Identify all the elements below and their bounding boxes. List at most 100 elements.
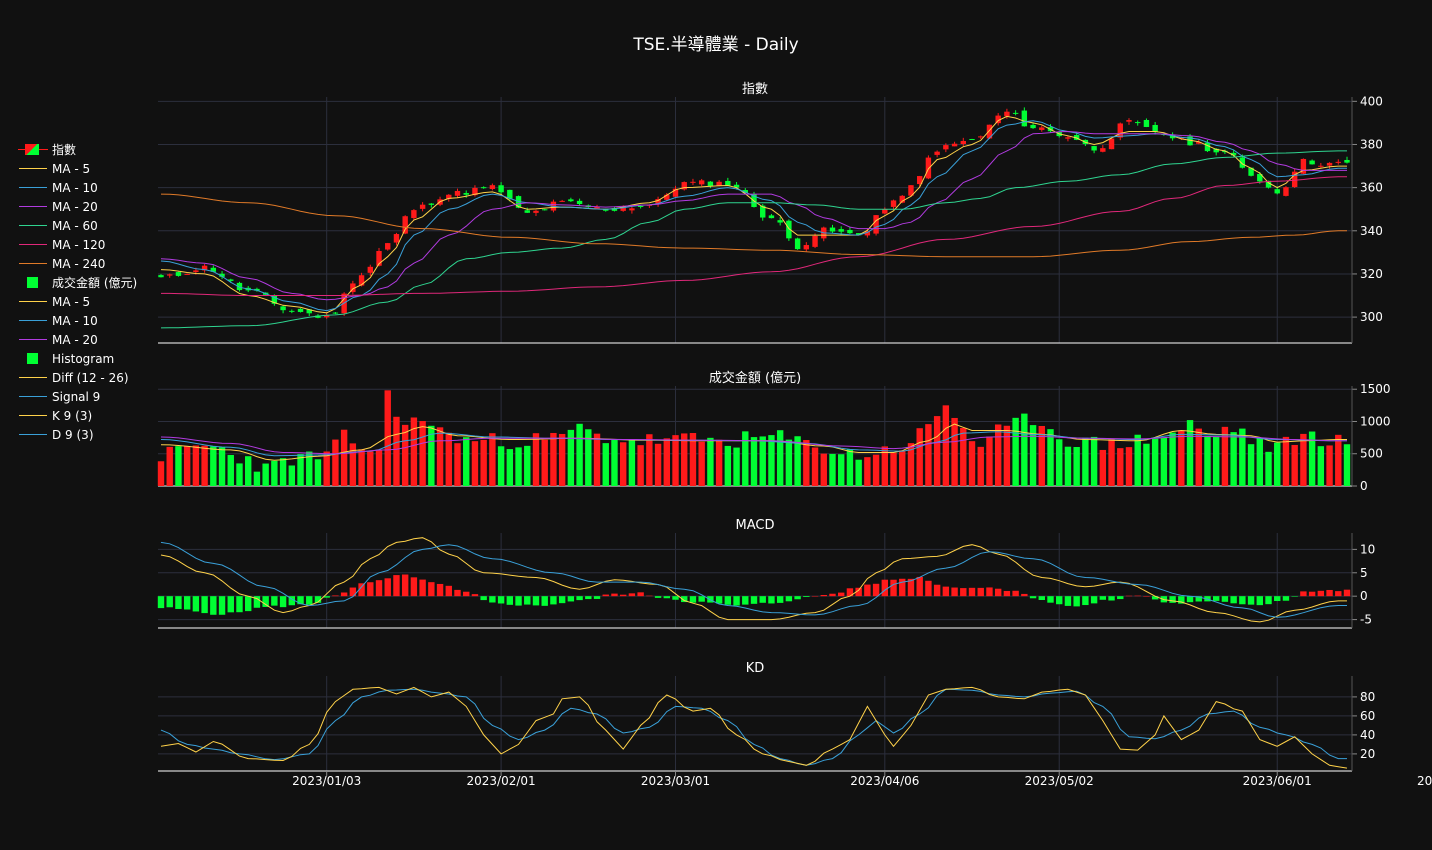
- candle: [175, 272, 182, 276]
- legend-item[interactable]: MA - 20: [18, 197, 153, 216]
- volume-bar: [733, 447, 740, 486]
- macd-histogram-bar: [497, 596, 505, 604]
- legend-item[interactable]: MA - 240: [18, 254, 153, 273]
- x-tick-label: 2023/03/01: [641, 774, 710, 788]
- legend-line-icon: [18, 163, 48, 175]
- macd-histogram-bar: [1308, 591, 1316, 597]
- candle: [943, 145, 949, 150]
- candle: [1143, 120, 1150, 127]
- subplot-title: 指數: [742, 82, 768, 97]
- legend-item[interactable]: MA - 10: [18, 178, 153, 197]
- volume-bar: [968, 441, 976, 486]
- volume-bar: [1343, 444, 1351, 486]
- candle: [882, 209, 888, 214]
- x-tick-label: 2023/01/03: [292, 774, 361, 788]
- macd-histogram-bar: [619, 594, 627, 597]
- macd-histogram-bar: [1291, 596, 1298, 597]
- macd-histogram-bar: [977, 587, 984, 597]
- macd-histogram-bar: [1134, 595, 1141, 597]
- legend-item[interactable]: MA - 5: [18, 292, 153, 311]
- candle: [873, 215, 879, 234]
- macd-histogram-bar: [1186, 596, 1194, 603]
- macd-histogram-bar: [1178, 596, 1185, 604]
- legend-label: MA - 10: [52, 180, 98, 195]
- volume-bar: [288, 465, 296, 486]
- volume-bar: [1221, 426, 1229, 486]
- macd-histogram-bar: [271, 596, 278, 606]
- legend-label: 成交金額 (億元): [52, 276, 138, 290]
- volume-bar: [375, 449, 383, 486]
- candle: [350, 283, 356, 293]
- volume-bar: [489, 433, 496, 486]
- legend-label: MA - 5: [52, 294, 91, 309]
- macd-histogram-bar: [1099, 596, 1107, 600]
- volume-bar: [1003, 425, 1011, 486]
- candle: [332, 312, 339, 314]
- macd-histogram-bar: [820, 594, 827, 597]
- macd-histogram-bar: [794, 596, 801, 600]
- legend-item[interactable]: MA - 60: [18, 216, 153, 235]
- legend-item[interactable]: D 9 (3): [18, 425, 153, 444]
- legend-item[interactable]: Signal 9: [18, 387, 153, 406]
- volume-bar: [1335, 434, 1342, 486]
- volume-bar: [297, 454, 304, 486]
- macd-histogram-bar: [349, 587, 357, 597]
- macd-histogram-bar: [1247, 596, 1255, 605]
- macd-histogram-bar: [471, 594, 479, 597]
- macd-histogram-bar: [811, 595, 819, 597]
- y-tick-label: 80: [1360, 690, 1375, 704]
- volume-bar: [1169, 432, 1176, 486]
- legend-item[interactable]: 成交金額 (億元): [18, 273, 153, 292]
- macd-histogram-bar: [733, 596, 740, 606]
- y-tick-label: 380: [1360, 137, 1383, 151]
- volume-ma-line: [160, 435, 1347, 455]
- y-tick-label: 0: [1360, 589, 1368, 603]
- candle: [559, 200, 565, 202]
- legend-label: 指數: [52, 143, 77, 157]
- volume-bar: [838, 454, 845, 486]
- volume-bar: [524, 445, 531, 486]
- candle: [760, 205, 766, 218]
- macd-histogram-bar: [1056, 596, 1063, 605]
- candle: [1239, 157, 1246, 168]
- legend-item[interactable]: MA - 20: [18, 330, 153, 349]
- candle: [707, 181, 714, 187]
- candle: [594, 206, 600, 209]
- candle: [419, 204, 426, 209]
- candle: [254, 288, 260, 291]
- macd-histogram-bar: [855, 587, 862, 597]
- ma-line: [160, 115, 1347, 314]
- candle: [934, 151, 940, 155]
- macd-histogram-bar: [872, 583, 880, 597]
- macd-histogram-bar: [750, 596, 758, 604]
- volume-bar: [1029, 425, 1037, 486]
- macd-histogram-bar: [1003, 590, 1011, 597]
- legend-item[interactable]: MA - 5: [18, 159, 153, 178]
- candle: [428, 203, 435, 205]
- legend-item[interactable]: 指數: [18, 140, 153, 159]
- legend-item[interactable]: Diff (12 - 26): [18, 368, 153, 387]
- candle: [664, 194, 670, 200]
- volume-bar: [262, 463, 269, 486]
- candle: [271, 295, 278, 304]
- legend-item[interactable]: K 9 (3): [18, 406, 153, 425]
- legend-item[interactable]: MA - 10: [18, 311, 153, 330]
- legend-item[interactable]: MA - 120: [18, 235, 153, 254]
- candle: [1204, 142, 1211, 152]
- legend-line-icon: [18, 391, 48, 403]
- candle: [1257, 173, 1263, 182]
- legend-item[interactable]: Histogram: [18, 349, 153, 368]
- candle: [402, 216, 408, 234]
- volume-bar: [776, 430, 784, 486]
- x-tick-label: 2023/06/01: [1243, 774, 1312, 788]
- legend-label: MA - 120: [52, 237, 106, 252]
- candle: [489, 185, 496, 189]
- volume-bar: [820, 453, 827, 486]
- volume-bar: [1230, 432, 1237, 486]
- volume-bar: [1178, 430, 1185, 486]
- candle: [725, 180, 731, 186]
- legend-label: D 9 (3): [52, 427, 94, 442]
- macd-histogram-bar: [1256, 596, 1263, 606]
- candle: [193, 270, 199, 272]
- macd-histogram-bar: [925, 580, 932, 597]
